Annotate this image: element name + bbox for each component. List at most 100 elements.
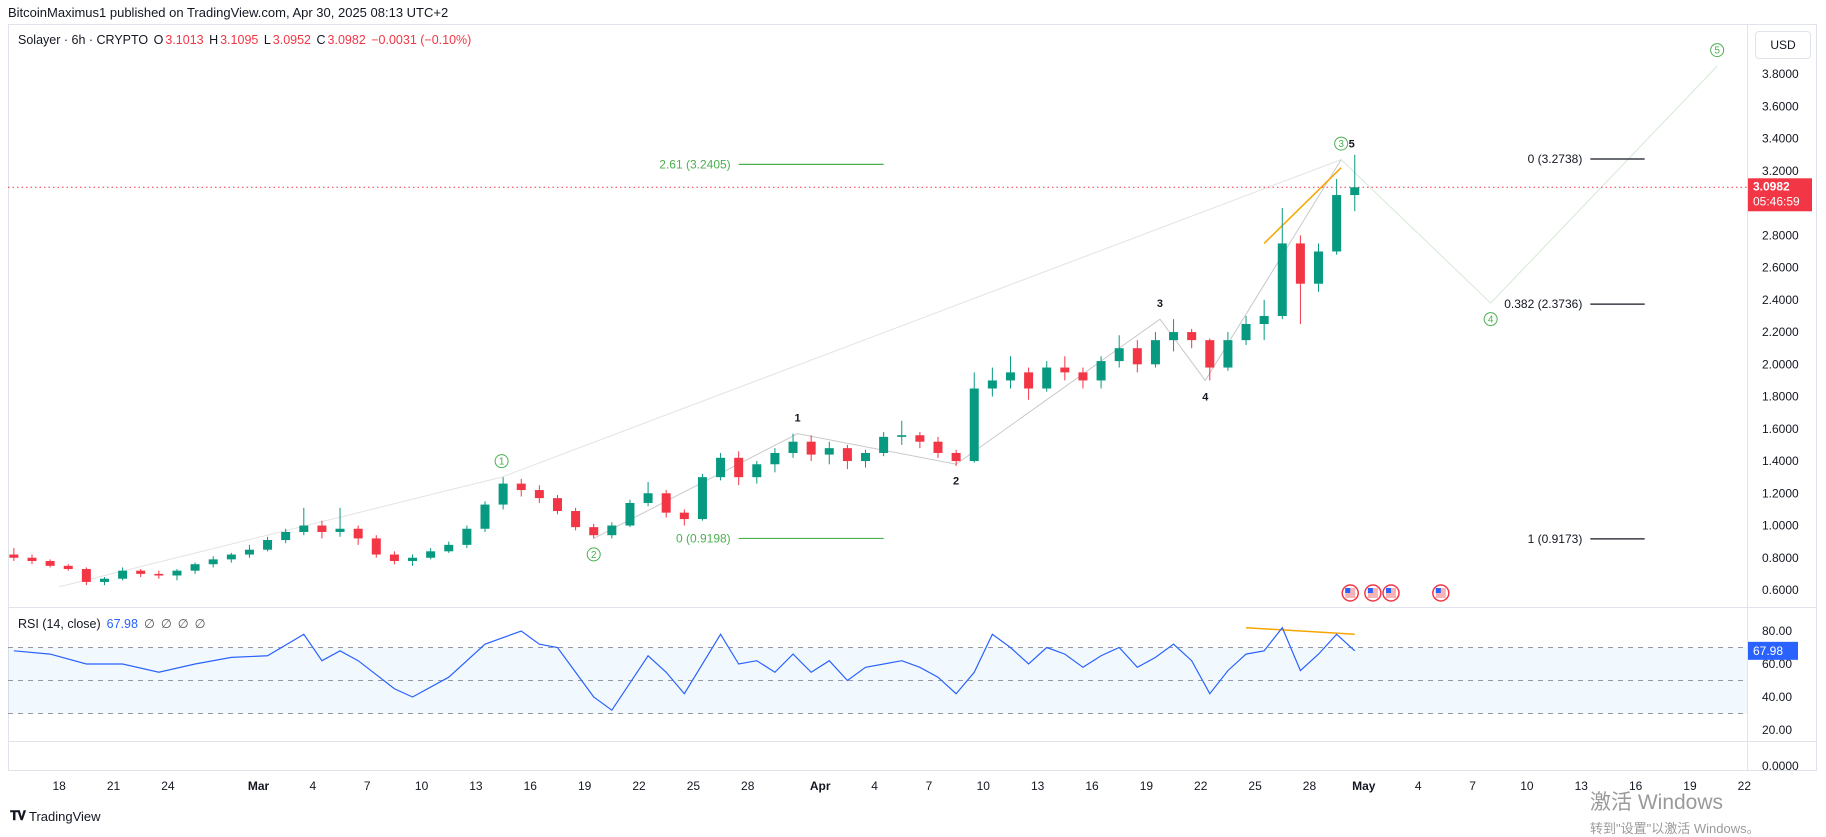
us-flag-event-icon[interactable] [1364,584,1382,602]
rsi-last-value: 67.98 [1753,644,1783,658]
guide-line[interactable] [59,476,502,588]
rsi-band [8,647,1747,714]
us-flag-event-icon[interactable] [1382,584,1400,602]
symbol-name[interactable]: Solayer · 6h · CRYPTO [18,33,149,47]
rsi-tick-label: 60.00 [1762,657,1792,671]
major-wave-label: 2 [591,550,597,561]
flag-canton [1386,588,1391,593]
candle-body [226,554,236,560]
candle-body [1350,187,1360,196]
price-tick-label: 1.6000 [1762,422,1799,436]
wave-projection-path[interactable] [1340,65,1718,304]
low-value: 3.0952 [272,33,312,47]
us-flag-event-icon[interactable] [1341,584,1359,602]
candle-body [879,436,889,453]
price-tick-label: 2.0000 [1762,357,1799,371]
price-tick-label: 3.6000 [1762,99,1799,113]
time-tick-label: 22 [632,779,646,793]
windows-activation-watermark: 激活 Windows 转到"设置"以激活 Windows。 [1590,786,1760,837]
candle-body [987,380,997,389]
flag-canton [1345,588,1351,593]
candle-body [1205,340,1215,368]
price-tick-label: 0.6000 [1762,583,1799,597]
price-tick-label: 1.0000 [1762,519,1799,533]
candle-body [27,557,37,561]
time-tick-label: 16 [524,779,538,793]
price-tick-label: 2.6000 [1762,261,1799,275]
price-tick-label: 0.8000 [1762,551,1799,565]
time-tick-label: 10 [1520,779,1534,793]
candle-body [1259,315,1269,325]
candle-body [516,483,526,491]
time-tick-label: Apr [810,779,831,793]
rsi-line [13,626,1356,712]
minor-wave-label: 2 [953,475,959,487]
major-wave-circle [1334,136,1349,151]
candle-body [118,570,128,579]
candle-body [299,525,309,532]
us-flag-event-icon[interactable] [1432,584,1450,602]
time-tick-label: 4 [871,779,878,793]
candle-body [1132,348,1142,365]
candle-body [661,493,671,513]
guide-line[interactable] [501,159,1342,478]
major-wave-label: 3 [1338,139,1344,150]
candle-body [571,511,581,528]
last-price-value: 3.0982 [1753,179,1790,193]
minor-wave-label: 3 [1157,298,1163,310]
tradingview-logo-text: TradingView [29,808,101,824]
candle-body [353,528,363,539]
rsi-title[interactable]: RSI (14, close) [18,617,101,631]
time-tick-label: 4 [1415,779,1422,793]
rsi-trendline[interactable] [1245,626,1355,636]
candle-body [263,540,273,550]
price-tick-label: 1.4000 [1762,454,1799,468]
candle-body [1332,195,1342,252]
time-tick-label: 28 [1303,779,1317,793]
currency-button[interactable]: USD [1755,31,1811,59]
price-tick-label: 1.2000 [1762,486,1799,500]
candle-body [63,565,73,570]
candle-body [589,527,599,536]
candle-body [788,441,798,453]
candle-body [1314,251,1324,284]
candle-body [1024,372,1034,389]
rsi-series-line [13,626,1356,712]
candle-body [1295,243,1305,284]
high-value: 3.1095 [220,33,259,47]
candle-body [190,564,200,571]
major-wave-circle [494,454,509,469]
close-label: C [316,33,326,47]
time-tick-label: 4 [310,779,317,793]
minor-wave-label: 1 [795,413,801,425]
time-tick-label: 19 [578,779,592,793]
candle-body [734,457,744,478]
close-value: 3.0982 [327,33,366,47]
candle-body [9,554,19,558]
time-tick-label: 22 [1738,779,1752,793]
candle-body [752,464,762,478]
candle-body [154,573,164,576]
candle-body [1114,348,1124,362]
time-tick-label: May [1352,779,1376,793]
candle-body [969,388,979,462]
candle-body [1078,372,1088,381]
price-tick-label: 1.8000 [1762,390,1799,404]
axes[interactable]: 3.8000 3.6000 3.4000 3.2000 2.8000 2.6000 2.40… [53,67,1812,793]
candle-body [679,512,689,520]
time-tick-label: 7 [926,779,933,793]
candle-body [136,570,146,574]
major-wave-label: 4 [1488,315,1494,326]
price-tick-label: 2.8000 [1762,228,1799,242]
candle-body [697,477,707,520]
candle-body [770,452,780,465]
tradingview-logo[interactable]: 𝐓𝐕 TradingView [10,808,101,824]
publisher-caption: BitcoinMaximus1 published on TradingView… [8,5,449,20]
rsi-extra-value: ∅ [160,617,172,631]
minor-wave-label: 5 [1349,139,1355,151]
candle-body [498,483,508,505]
bar-countdown: 05:46:59 [1753,194,1800,208]
price-trendline[interactable] [1263,167,1342,244]
